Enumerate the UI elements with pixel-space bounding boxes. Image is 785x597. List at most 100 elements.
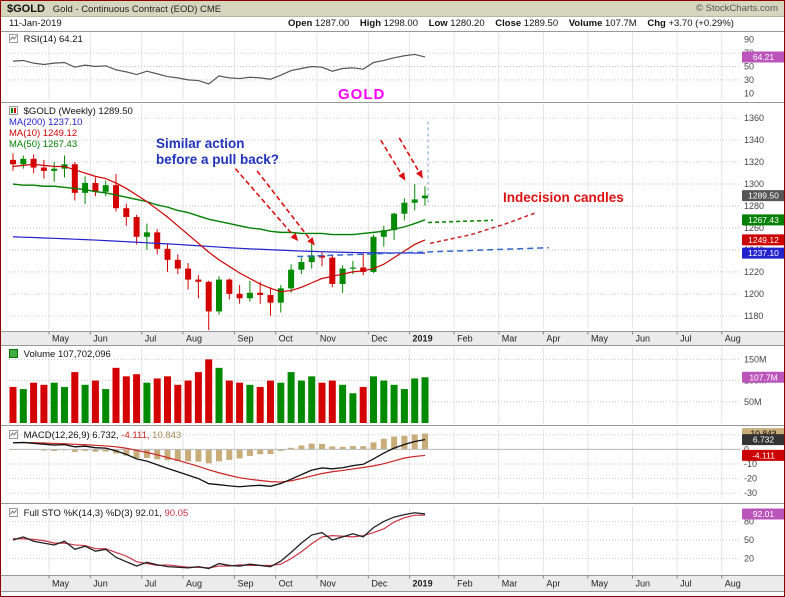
svg-text:1340: 1340 [744, 135, 764, 145]
close-value: 1289.50 [523, 18, 559, 29]
svg-text:1200: 1200 [744, 289, 764, 299]
indecision-annotation: Indecision candles [503, 190, 624, 205]
svg-text:2019: 2019 [413, 334, 433, 344]
svg-text:Jul: Jul [680, 334, 692, 344]
svg-text:Aug: Aug [186, 579, 202, 589]
svg-text:1220: 1220 [744, 267, 764, 277]
macd-value: 6.732, [92, 430, 119, 441]
ma200-legend: MA(200) 1237.10 [9, 117, 83, 128]
svg-text:30: 30 [744, 75, 754, 85]
svg-text:50M: 50M [744, 397, 762, 407]
price-legend-title: $GOLD (Weekly) 1289.50 [23, 106, 133, 117]
svg-text:-30: -30 [744, 488, 757, 498]
svg-text:Dec: Dec [371, 579, 388, 589]
svg-text:Mar: Mar [502, 579, 518, 589]
svg-text:May: May [52, 334, 70, 344]
volume-legend: Volume 107,702,096 [9, 349, 111, 360]
svg-text:0: 0 [744, 444, 749, 454]
chg-value: +3.70 (+0.29%) [668, 18, 734, 29]
sto-d-value: 90.05 [164, 508, 189, 519]
svg-text:Jul: Jul [145, 334, 157, 344]
svg-text:90: 90 [744, 35, 754, 45]
svg-text:Oct: Oct [279, 579, 294, 589]
svg-text:Apr: Apr [546, 334, 560, 344]
svg-text:Aug: Aug [725, 334, 741, 344]
svg-text:1267.43: 1267.43 [748, 215, 779, 225]
open-label: Open [288, 18, 313, 29]
svg-text:1260: 1260 [744, 223, 764, 233]
svg-text:80: 80 [744, 516, 754, 526]
svg-text:-4.111: -4.111 [752, 450, 775, 460]
sto-panel-icon [9, 508, 18, 517]
svg-text:92.01: 92.01 [753, 509, 775, 519]
svg-text:50: 50 [744, 62, 754, 72]
svg-text:6.732: 6.732 [753, 435, 775, 445]
svg-text:Feb: Feb [457, 579, 473, 589]
svg-text:Jun: Jun [93, 334, 108, 344]
macd-signal-value: -4.111, [121, 430, 150, 441]
svg-text:Jun: Jun [93, 579, 108, 589]
svg-text:-10: -10 [744, 459, 757, 469]
ticker-symbol: $GOLD [7, 3, 45, 15]
svg-text:50: 50 [744, 535, 754, 545]
svg-text:Sep: Sep [237, 579, 253, 589]
svg-text:107.7M: 107.7M [749, 372, 777, 382]
svg-text:Jun: Jun [636, 334, 651, 344]
gold-annotation: GOLD [338, 86, 386, 103]
svg-text:Nov: Nov [320, 334, 337, 344]
svg-text:Oct: Oct [279, 334, 294, 344]
svg-text:Jul: Jul [680, 579, 692, 589]
svg-text:10: 10 [744, 88, 754, 98]
pullback-annotation: Similar action before a pull back? [156, 136, 279, 168]
svg-text:May: May [591, 579, 609, 589]
svg-text:150M: 150M [744, 354, 767, 364]
rsi-legend-text: RSI(14) 64.21 [23, 34, 83, 45]
svg-text:20: 20 [744, 554, 754, 564]
volume-value: 107.7M [605, 18, 637, 29]
candlestick-icon [9, 106, 18, 115]
quote-date: 11-Jan-2019 [9, 18, 62, 29]
svg-text:-20: -20 [744, 474, 757, 484]
price-legend: $GOLD (Weekly) 1289.50 MA(200) 1237.10 M… [9, 106, 133, 150]
sto-k-value: 92.01, [135, 508, 162, 519]
svg-text:Sep: Sep [237, 334, 253, 344]
high-label: High [359, 18, 382, 29]
svg-text:May: May [52, 579, 70, 589]
macd-legend-title: MACD(12,26,9) [23, 430, 90, 441]
macd-panel-icon [9, 430, 18, 439]
chart-header: $GOLD Gold - Continuous Contract (EOD) C… [1, 1, 784, 17]
svg-text:Jul: Jul [145, 579, 157, 589]
svg-text:May: May [591, 334, 609, 344]
quote-row: 11-Jan-2019 Open 1287.00 High 1298.00 Lo… [1, 17, 784, 31]
svg-text:1320: 1320 [744, 157, 764, 167]
low-label: Low [428, 18, 448, 29]
svg-text:Jun: Jun [636, 579, 651, 589]
close-label: Close [495, 18, 522, 29]
svg-text:Aug: Aug [725, 579, 741, 589]
macd-hist-value: 10.843 [152, 430, 182, 441]
ma50-legend: MA(50) 1267.43 [9, 139, 78, 150]
svg-text:1237.10: 1237.10 [748, 248, 779, 258]
svg-text:1360: 1360 [744, 113, 764, 123]
svg-text:1180: 1180 [744, 311, 763, 321]
volume-label: Volume [568, 18, 603, 29]
svg-text:Apr: Apr [546, 579, 560, 589]
pullback-annotation-line1: Similar action [156, 136, 245, 151]
svg-text:10.843: 10.843 [751, 429, 777, 439]
volume-panel-icon [9, 349, 18, 358]
svg-text:Aug: Aug [186, 334, 202, 344]
quote-values: Open 1287.00 High 1298.00 Low 1280.20 Cl… [288, 17, 742, 31]
svg-text:Nov: Nov [320, 579, 337, 589]
chart-title: Gold - Continuous Contract (EOD) CME [52, 4, 222, 15]
svg-text:Dec: Dec [371, 334, 388, 344]
svg-text:1249.12: 1249.12 [748, 235, 779, 245]
high-value: 1298.00 [383, 18, 418, 29]
macd-legend: MACD(12,26,9) 6.732, -4.111, 10.843 [9, 430, 181, 441]
copyright: © StockCharts.com [696, 3, 778, 14]
svg-text:Feb: Feb [457, 334, 473, 344]
rsi-panel-icon [9, 34, 18, 43]
rsi-legend: RSI(14) 64.21 [9, 34, 83, 45]
svg-text:64.21: 64.21 [753, 52, 775, 62]
